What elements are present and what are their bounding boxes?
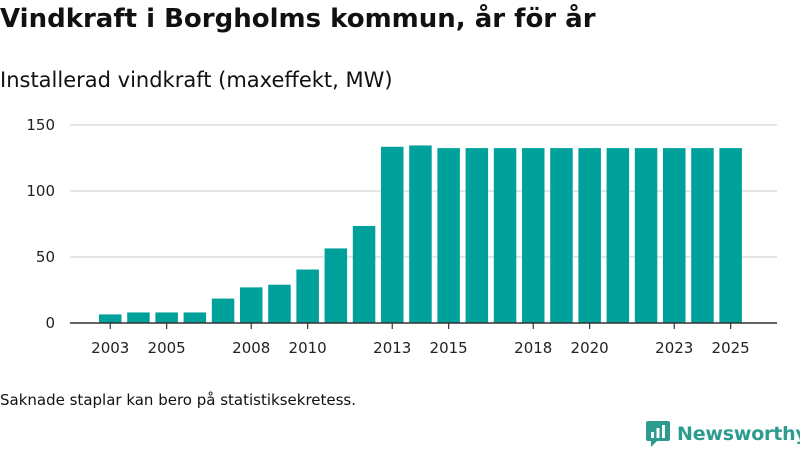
bar-2004 xyxy=(127,312,150,323)
y-tick-label-50: 50 xyxy=(36,248,55,266)
x-tick-label-2008: 2008 xyxy=(232,339,270,357)
x-tick-label-2023: 2023 xyxy=(655,339,693,357)
bar-2025 xyxy=(719,148,742,323)
bar-2022 xyxy=(634,148,658,323)
x-tick-label-2010: 2010 xyxy=(289,339,327,357)
newsworthy-logo-text: Newsworthy xyxy=(677,423,800,445)
newsworthy-logo-icon xyxy=(646,421,670,447)
bar-2019 xyxy=(550,148,573,323)
chart-subtitle: Installerad vindkraft (maxeffekt, MW) xyxy=(0,68,393,92)
bar-2014 xyxy=(409,145,432,323)
bar-2018 xyxy=(522,148,545,323)
y-tick-label-0: 0 xyxy=(45,314,55,332)
bar-2005 xyxy=(155,312,178,323)
bar-2003 xyxy=(99,314,122,323)
x-tick-label-2005: 2005 xyxy=(148,339,186,357)
bar-2023 xyxy=(663,148,686,323)
bar-2016 xyxy=(465,148,489,323)
x-tick-label-2013: 2013 xyxy=(373,339,411,357)
x-tick-label-2003: 2003 xyxy=(91,339,129,357)
bar-2024 xyxy=(691,148,714,323)
bar-2008 xyxy=(240,287,263,323)
x-tick-label-2018: 2018 xyxy=(514,339,552,357)
bar-2015 xyxy=(437,148,460,323)
bar-2011 xyxy=(324,248,348,323)
x-tick-label-2015: 2015 xyxy=(430,339,468,357)
x-tick-label-2025: 2025 xyxy=(712,339,750,357)
footnote: Saknade staplar kan bero på statistiksek… xyxy=(0,391,357,409)
bar-2010 xyxy=(296,269,319,323)
y-tick-label-100: 100 xyxy=(26,182,55,200)
bar-2012 xyxy=(352,225,376,323)
bar-2006 xyxy=(183,312,207,323)
bar-2020 xyxy=(578,148,601,323)
bar-2009 xyxy=(268,284,291,323)
y-tick-label-150: 150 xyxy=(26,116,55,134)
newsworthy-logo[interactable]: Newsworthy xyxy=(645,420,800,448)
bar-2007 xyxy=(211,298,235,323)
bar-2017 xyxy=(493,148,517,323)
chart-title: Vindkraft i Borgholms kommun, år för år xyxy=(0,4,596,34)
bar-2021 xyxy=(606,148,630,323)
bar-chart: 0 50 100 150 2003 2005 2008 2010 2013 2015 2018 202… xyxy=(26,116,777,357)
x-tick-label-2020: 2020 xyxy=(571,339,609,357)
bar-2013 xyxy=(381,146,404,323)
